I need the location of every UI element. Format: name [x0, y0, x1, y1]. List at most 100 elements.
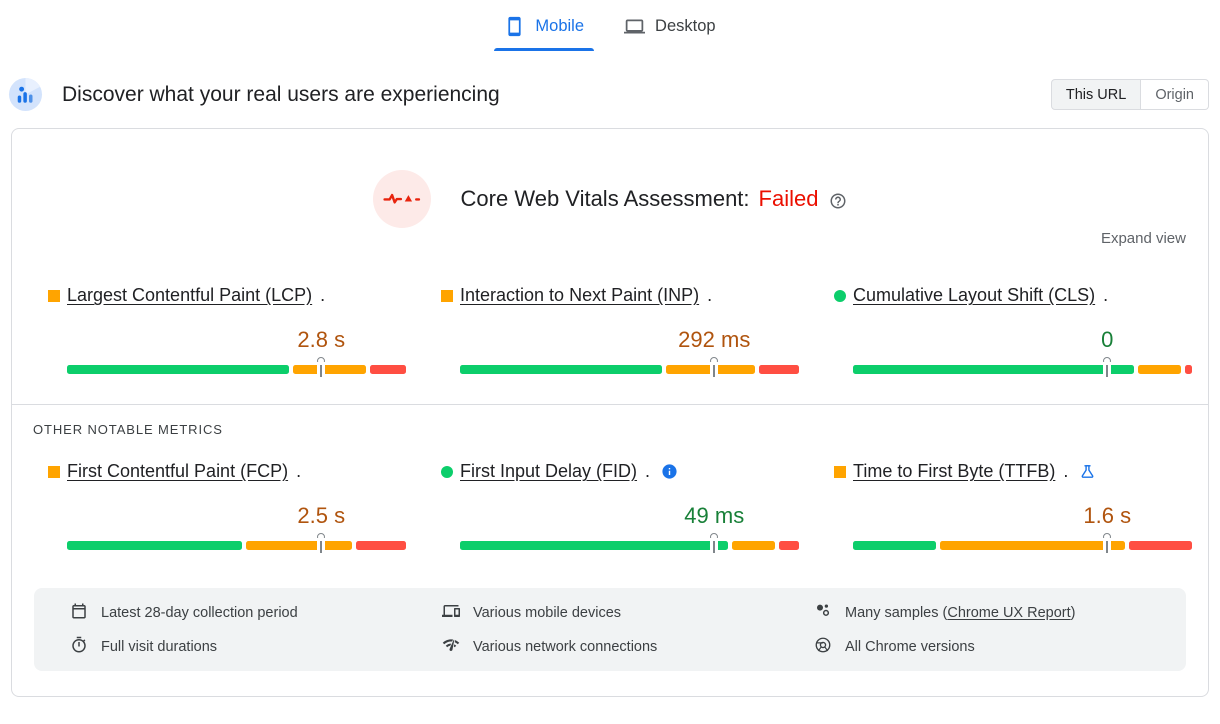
samples-icon — [814, 602, 832, 624]
expand-view-button[interactable]: Expand view — [1100, 230, 1186, 247]
tab-desktop-label: Desktop — [655, 17, 716, 35]
metric-label-period: . — [1103, 285, 1109, 305]
p75-marker-pin — [317, 357, 326, 377]
metric-label-period: . — [645, 461, 651, 481]
section-divider — [12, 404, 1208, 405]
footer-item-text: Latest 28-day collection period — [101, 604, 298, 621]
tab-mobile-label: Mobile — [535, 17, 585, 35]
needs-improvement-segment — [246, 541, 353, 550]
good-segment — [67, 541, 243, 550]
good-segment — [853, 541, 936, 550]
metric-distribution-bar — [853, 357, 1192, 377]
poor-segment — [356, 541, 407, 550]
p75-marker-pin — [710, 357, 719, 377]
metric-p75-value: 49 ms — [684, 503, 745, 528]
this-url-button[interactable]: This URL — [1050, 79, 1142, 110]
needs-improvement-segment — [1138, 365, 1182, 374]
footer-column-3: Many samples (Chrome UX Report) All Chrom… — [814, 600, 1186, 659]
metric-p75-value: 2.8 s — [297, 327, 346, 352]
metric-link-cls[interactable]: Cumulative Layout Shift (CLS) — [853, 285, 1096, 305]
footer-item: Full visit durations — [70, 634, 442, 659]
p75-marker-pin — [317, 533, 326, 553]
footer-item-text: All Chrome versions — [845, 638, 975, 655]
other-metrics-label: OTHER NOTABLE METRICS — [33, 422, 223, 437]
device-tabs: Mobile Desktop — [0, 0, 1220, 51]
metric-link-inp[interactable]: Interaction to Next Paint (INP) — [460, 285, 700, 305]
assessment-header: Core Web Vitals Assessment: Failed — [12, 129, 1208, 228]
p75-marker-pin — [1103, 533, 1112, 553]
needs-improvement-status-marker — [48, 289, 60, 302]
chrome-icon — [814, 636, 832, 658]
footer-item-text: Many samples (Chrome UX Report) — [845, 604, 1076, 621]
chrome-ux-report-link[interactable]: Chrome UX Report — [947, 604, 1071, 621]
devices-icon — [442, 602, 460, 624]
metric-inp: Interaction to Next Paint (INP). 292 ms — [441, 285, 799, 377]
footer-item-text: Various mobile devices — [473, 604, 622, 621]
metric-link-fid[interactable]: First Input Delay (FID) — [460, 461, 638, 481]
good-segment — [460, 365, 662, 374]
metric-label-period: . — [707, 285, 713, 305]
field-data-header: Discover what your real users are experi… — [8, 77, 1209, 112]
metric-p75-value: 1.6 s — [1083, 503, 1132, 528]
footer-item: Many samples (Chrome UX Report) — [814, 600, 1186, 625]
active-tab-underline — [494, 47, 595, 51]
metric-fcp: First Contentful Paint (FCP). 2.5 s — [48, 461, 407, 553]
tab-desktop[interactable]: Desktop — [608, 8, 732, 51]
info-icon[interactable] — [661, 463, 678, 480]
metric-fid: First Input Delay (FID). 49 ms — [441, 461, 799, 553]
needs-improvement-segment — [732, 541, 776, 550]
metric-p75-value: 2.5 s — [297, 503, 346, 528]
origin-button[interactable]: Origin — [1141, 79, 1209, 110]
metric-distribution-bar — [460, 357, 799, 377]
metric-distribution-bar — [67, 533, 407, 553]
poor-segment — [779, 541, 799, 550]
p75-marker-pin — [710, 533, 719, 553]
footer-item: Various network connections — [442, 634, 814, 659]
good-segment — [853, 365, 1135, 374]
mobile-phone-icon — [504, 16, 525, 37]
metric-link-ttfb[interactable]: Time to First Byte (TTFB) — [853, 461, 1056, 481]
poor-segment — [1129, 541, 1192, 550]
metric-p75-value: 292 ms — [678, 327, 751, 352]
metric-link-lcp[interactable]: Largest Contentful Paint (LCP) — [67, 285, 313, 305]
network-icon — [442, 636, 460, 658]
footer-item: Various mobile devices — [442, 600, 814, 625]
good-status-marker — [441, 465, 453, 478]
real-user-experience-icon — [8, 77, 43, 112]
good-segment — [67, 365, 289, 374]
metric-lcp: Largest Contentful Paint (LCP). 2.8 s — [48, 285, 406, 377]
footer-column-1: Latest 28-day collection period Full visi… — [70, 600, 442, 659]
footer-column-2: Various mobile devices Various network co… — [442, 600, 814, 659]
poor-segment — [1185, 365, 1192, 374]
needs-improvement-status-marker — [441, 289, 453, 302]
footer-item-text: Full visit durations — [101, 638, 218, 655]
needs-improvement-segment — [292, 365, 366, 374]
url-origin-toggle: This URL Origin — [1050, 79, 1209, 110]
needs-improvement-segment — [665, 365, 756, 374]
flask-icon[interactable] — [1079, 463, 1096, 480]
calendar-icon — [70, 602, 88, 624]
core-web-vitals-grid: Largest Contentful Paint (LCP). 2.8 s In… — [12, 285, 1208, 377]
poor-segment — [759, 365, 799, 374]
metric-distribution-bar — [853, 533, 1192, 553]
help-icon[interactable] — [829, 190, 847, 209]
assessment-status: Failed — [758, 186, 819, 211]
metric-p75-value: 0 — [1101, 327, 1114, 352]
needs-improvement-segment — [939, 541, 1126, 550]
metric-ttfb: Time to First Byte (TTFB). 1.6 s — [834, 461, 1192, 553]
p75-marker-pin — [1103, 357, 1112, 377]
metric-link-fcp[interactable]: First Contentful Paint (FCP) — [67, 461, 289, 481]
page-title: Discover what your real users are experi… — [62, 82, 500, 106]
good-status-marker — [834, 289, 846, 302]
data-collection-footer: Latest 28-day collection period Full visi… — [34, 588, 1186, 671]
field-data-card: Core Web Vitals Assessment: Failed Expan… — [11, 128, 1209, 697]
tab-mobile[interactable]: Mobile — [488, 8, 600, 51]
metric-cls: Cumulative Layout Shift (CLS). 0 — [834, 285, 1192, 377]
metric-label-period: . — [320, 285, 326, 305]
expand-row: Expand view — [12, 230, 1208, 247]
metric-label-period: . — [296, 461, 302, 481]
assessment-title: Core Web Vitals Assessment: Failed — [461, 186, 848, 212]
metric-distribution-bar — [67, 357, 406, 377]
desktop-laptop-icon — [624, 16, 646, 37]
footer-item-text: Various network connections — [473, 638, 658, 655]
